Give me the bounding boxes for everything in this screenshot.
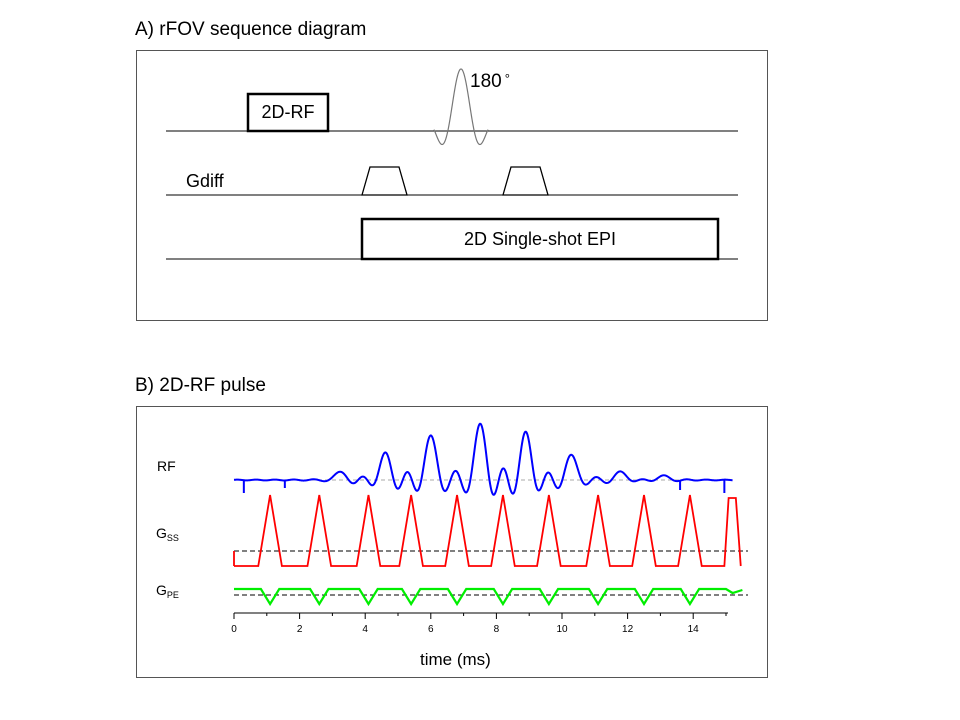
gpe-row-label: GPE	[156, 582, 179, 600]
gdiff-label: Gdiff	[186, 171, 224, 191]
rf-waveform	[233, 422, 733, 496]
x-tick-label: 6	[428, 624, 434, 635]
degree-symbol: °	[504, 71, 510, 86]
x-tick-label: 4	[362, 624, 368, 635]
gdiff-lobe-2	[502, 166, 549, 196]
gss-row-label: GSS	[156, 525, 179, 543]
rf-row-label: RF	[157, 458, 176, 474]
x-axis-label: time (ms)	[420, 650, 491, 669]
gpe-label-sub: PE	[166, 590, 179, 600]
x-tick-label: 8	[494, 624, 500, 635]
gdiff-lobe-1	[361, 166, 408, 196]
rf-box-label: 2D-RF	[261, 102, 315, 122]
rf-2d-box	[246, 92, 330, 133]
rf-180-value: 180	[470, 71, 502, 92]
x-tick-label: 10	[556, 624, 568, 635]
epi-readout-box	[360, 217, 720, 261]
x-tick-label: 2	[297, 624, 303, 635]
panel-b-frame	[136, 406, 768, 678]
epi-label: 2D Single-shot EPI	[463, 229, 617, 249]
gpe-waveform	[234, 587, 743, 607]
x-tick-label: 14	[688, 624, 700, 635]
panel-a-frame	[136, 50, 768, 321]
rf-180-label: 180 °	[470, 71, 510, 93]
x-tick-label: 12	[622, 624, 634, 635]
panel-b-title: B) 2D-RF pulse	[135, 375, 266, 396]
x-axis-ticks: 0 2 4 6 8 10 12 14	[231, 613, 727, 635]
panel-a-title: A) rFOV sequence diagram	[135, 19, 367, 40]
x-tick-label: 0	[231, 624, 237, 635]
gss-label-sub: SS	[166, 533, 179, 543]
gss-label-main: G	[156, 525, 167, 541]
gpe-label-main: G	[156, 582, 167, 598]
rf-180-sinc-pulse	[433, 68, 489, 146]
gss-waveform	[233, 494, 742, 567]
